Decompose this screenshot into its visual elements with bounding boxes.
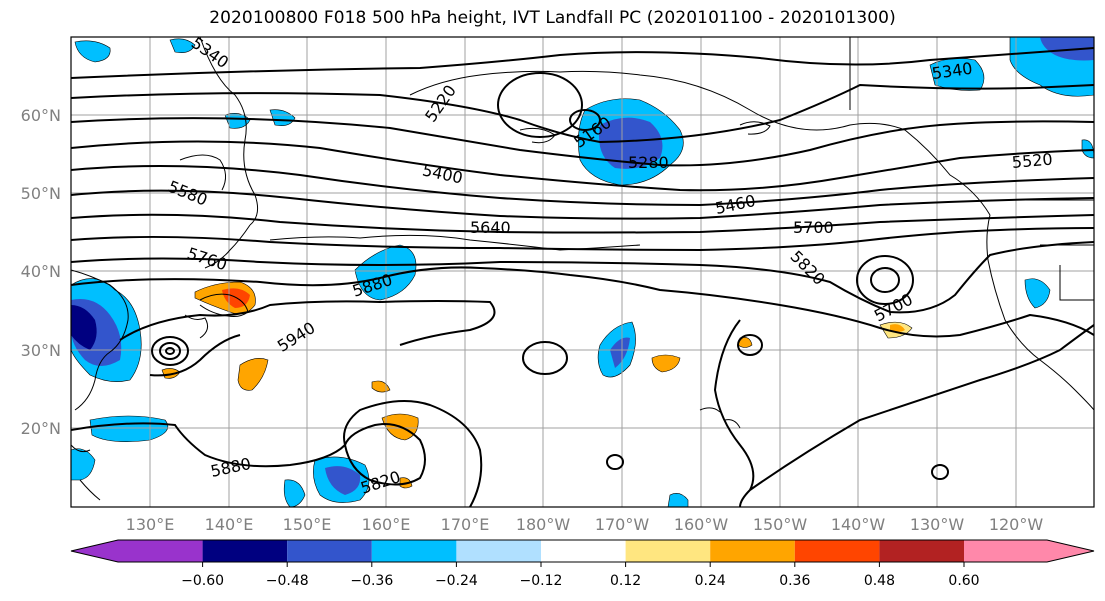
latitude-labels: 60°N 50°N 40°N 30°N 20°N bbox=[21, 106, 61, 438]
colorbar-segment bbox=[625, 540, 711, 562]
colorbar-tick-label: 0.12 bbox=[610, 573, 641, 589]
lon-label: 140°W bbox=[831, 515, 886, 534]
gridlines bbox=[71, 37, 1094, 507]
contour-label: 5520 bbox=[1011, 149, 1053, 171]
lon-label: 170°E bbox=[441, 515, 490, 534]
lon-label: 160°W bbox=[674, 515, 729, 534]
lon-label: 180°W bbox=[516, 515, 571, 534]
lon-label: 160°E bbox=[362, 515, 411, 534]
lon-label: 130°E bbox=[126, 515, 175, 534]
colorbar-segment bbox=[879, 540, 964, 562]
lat-label: 40°N bbox=[21, 262, 61, 281]
colorbar-segment bbox=[541, 540, 626, 562]
colorbar-tick-label: 0.24 bbox=[695, 573, 726, 589]
lon-label: 150°E bbox=[283, 515, 332, 534]
colorbar-segment bbox=[202, 540, 288, 562]
colorbar-tick-label: −0.12 bbox=[520, 573, 563, 589]
colorbar-tick-labels: −0.60 −0.48 −0.36 −0.24 −0.12 0.12 0.24 … bbox=[181, 573, 979, 589]
contour-label: 5280 bbox=[628, 153, 669, 172]
lon-label: 150°W bbox=[753, 515, 808, 534]
contour-label: 5700 bbox=[793, 218, 834, 237]
map-panel: 5340 5220 5160 5280 5400 5580 5640 5460 … bbox=[70, 36, 1095, 508]
colorbar-segment bbox=[964, 540, 1047, 562]
lat-label: 30°N bbox=[21, 341, 61, 360]
colorbar-segment bbox=[71, 540, 118, 562]
map-frame bbox=[70, 36, 1095, 508]
lat-label: 20°N bbox=[21, 419, 61, 438]
lat-label: 60°N bbox=[21, 106, 61, 125]
lon-label: 130°W bbox=[910, 515, 965, 534]
colorbar-tick-label: 0.36 bbox=[779, 573, 810, 589]
colorbar-tick-label: 0.60 bbox=[948, 573, 979, 589]
lat-label: 50°N bbox=[21, 184, 61, 203]
lon-label: 120°W bbox=[989, 515, 1044, 534]
longitude-labels: 130°E 140°E 150°E 160°E 170°E 180°W 170°… bbox=[126, 515, 1044, 534]
height-contours bbox=[71, 47, 1094, 507]
colorbar-segment bbox=[710, 540, 795, 562]
coastlines bbox=[71, 37, 1094, 501]
colorbar-segment bbox=[1047, 540, 1094, 562]
colorbar: −0.60 −0.48 −0.36 −0.24 −0.12 0.12 0.24 … bbox=[70, 539, 1095, 589]
lon-label: 170°W bbox=[595, 515, 650, 534]
lon-label: 140°E bbox=[205, 515, 254, 534]
colorbar-segment bbox=[287, 540, 372, 562]
colorbar-tick-label: −0.60 bbox=[181, 573, 224, 589]
colorbar-tick-label: −0.24 bbox=[435, 573, 478, 589]
colorbar-segment bbox=[118, 540, 203, 562]
colorbar-tick-label: −0.48 bbox=[266, 573, 309, 589]
map-title: 2020100800 F018 500 hPa height, IVT Land… bbox=[209, 8, 896, 28]
contour-label: 5640 bbox=[470, 218, 511, 237]
colorbar-tick-label: −0.36 bbox=[350, 573, 393, 589]
colorbar-segment bbox=[794, 540, 880, 562]
colorbar-segment bbox=[371, 540, 457, 562]
colorbar-segment bbox=[456, 540, 541, 562]
colorbar-tick-label: 0.48 bbox=[864, 573, 895, 589]
